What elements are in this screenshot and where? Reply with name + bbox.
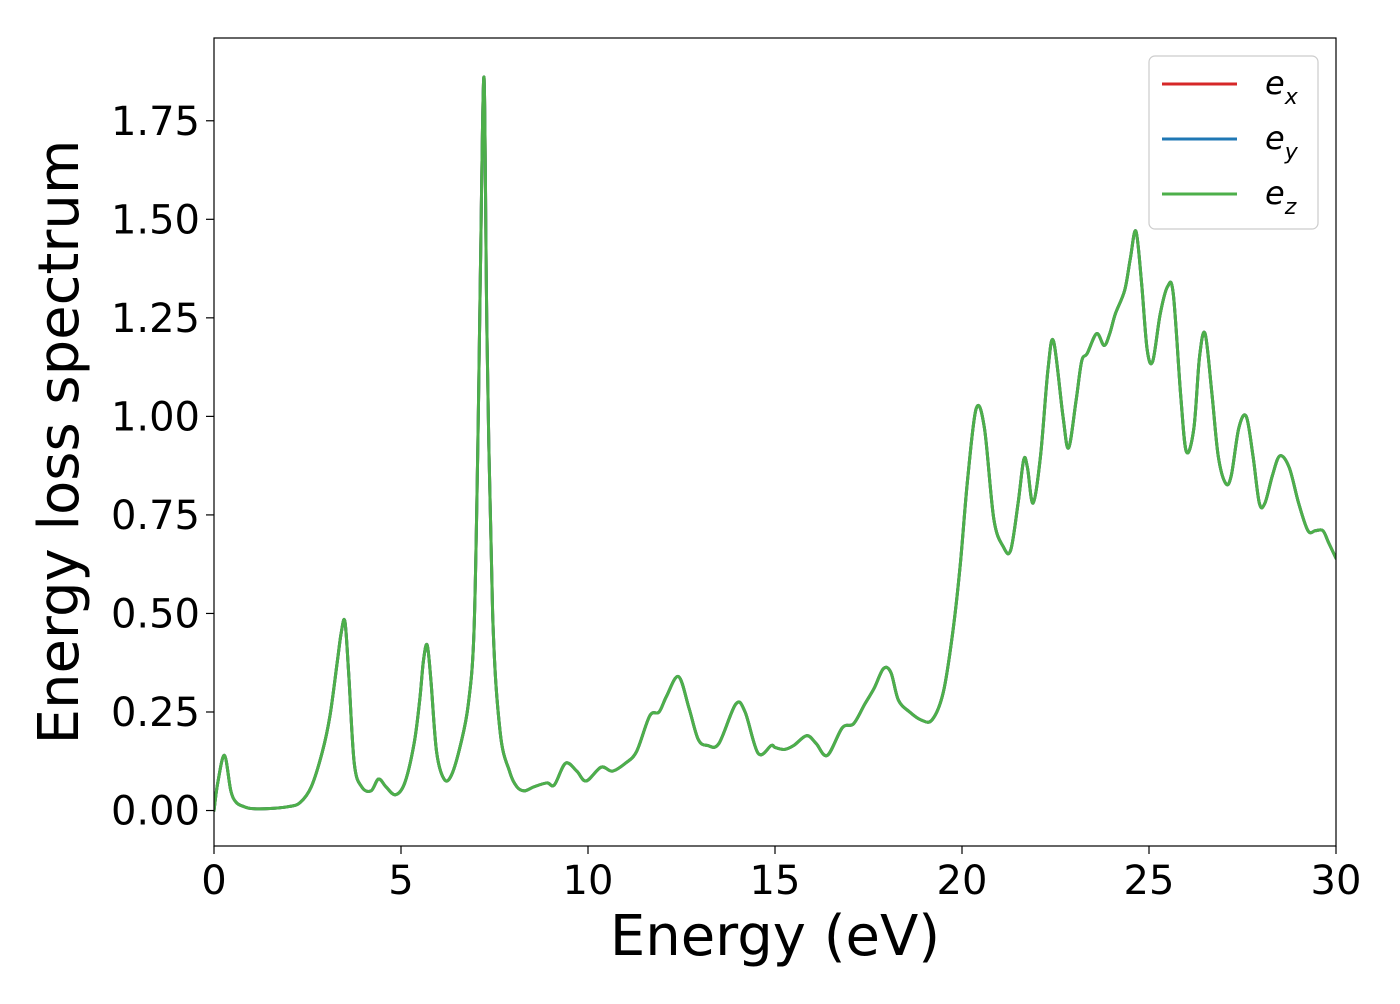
y-tick-label: 0.25 [111, 690, 200, 736]
series-layer [214, 75, 1336, 813]
legend-label-z: ez [1265, 174, 1297, 220]
x-tick-label: 5 [388, 858, 413, 904]
y-axis-title: Energy loss spectrum [27, 140, 92, 745]
series-line-e-z [214, 75, 1336, 813]
x-tick-label: 20 [937, 858, 988, 904]
y-tick-label: 1.50 [111, 197, 200, 243]
x-tick-label: 30 [1311, 858, 1362, 904]
x-tick-label: 0 [201, 858, 226, 904]
x-tick-label: 10 [563, 858, 614, 904]
legend-label-x: ex [1265, 64, 1299, 110]
legend-box [1148, 55, 1319, 230]
y-tick-label: 1.25 [111, 296, 200, 342]
x-axis-title: Energy (eV) [610, 904, 940, 969]
y-axis: 0.00 0.25 0.50 0.75 1.00 1.25 1.50 1.75 [111, 99, 214, 835]
y-tick-label: 0.00 [111, 789, 200, 835]
x-tick-label: 25 [1124, 858, 1175, 904]
y-tick-label: 0.75 [111, 493, 200, 539]
y-tick-label: 1.75 [111, 99, 200, 145]
y-tick-label: 0.50 [111, 591, 200, 637]
y-tick-label: 1.00 [111, 394, 200, 440]
x-tick-label: 15 [750, 858, 801, 904]
x-axis: 0 5 10 15 20 25 30 [201, 846, 1361, 904]
legend-label-y: ey [1265, 119, 1299, 165]
legend: ex ey ez [1148, 55, 1319, 230]
